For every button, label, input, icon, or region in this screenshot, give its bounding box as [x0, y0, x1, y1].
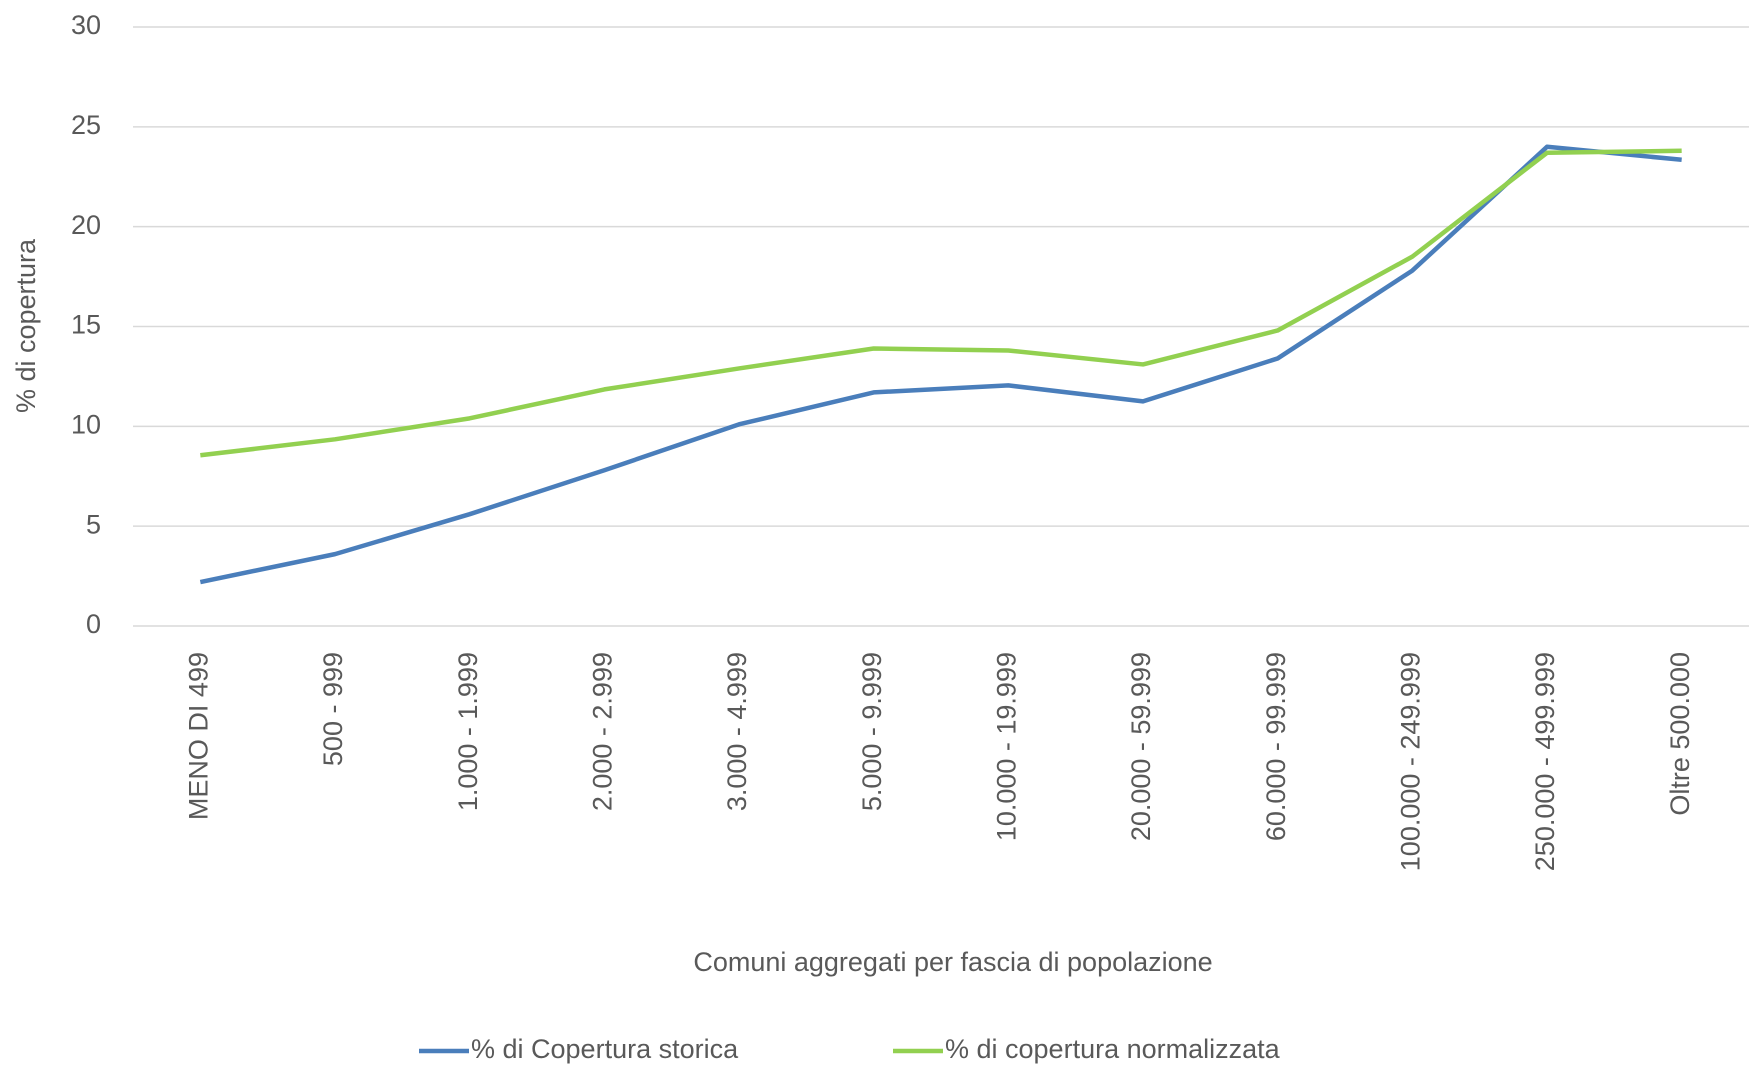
x-tick-label: 3.000 - 4.999: [722, 652, 752, 811]
x-tick-label: 1.000 - 1.999: [453, 652, 483, 811]
legend-label: % di copertura normalizzata: [945, 1034, 1281, 1064]
x-tick-label: 10.000 - 19.999: [991, 652, 1021, 841]
y-tick-label: 25: [71, 110, 101, 140]
x-tick-label: 500 - 999: [318, 652, 348, 766]
x-tick-label: 2.000 - 2.999: [587, 652, 617, 811]
x-axis-title: Comuni aggregati per fascia di popolazio…: [693, 947, 1212, 977]
x-tick-label: Oltre 500.000: [1665, 652, 1695, 816]
x-tick-label: 100.000 - 249.999: [1395, 652, 1425, 871]
legend-label: % di Copertura storica: [471, 1034, 739, 1064]
x-tick-label: 20.000 - 59.999: [1126, 652, 1156, 841]
x-tick-label: 5.000 - 9.999: [857, 652, 887, 811]
y-tick-label: 10: [71, 409, 101, 439]
y-tick-label: 0: [86, 609, 101, 639]
y-axis-title: % di copertura: [11, 238, 41, 413]
x-tick-label: 60.000 - 99.999: [1261, 652, 1291, 841]
x-tick-label: MENO DI 499: [183, 652, 213, 820]
y-tick-label: 15: [71, 310, 101, 340]
series-line: [200, 148, 1682, 458]
x-tick-label: 250.000 - 499.999: [1530, 652, 1560, 871]
series-line: [199, 144, 1682, 585]
y-tick-label: 30: [71, 10, 101, 40]
y-tick-label: 5: [86, 509, 101, 539]
y-tick-label: 20: [71, 210, 101, 240]
